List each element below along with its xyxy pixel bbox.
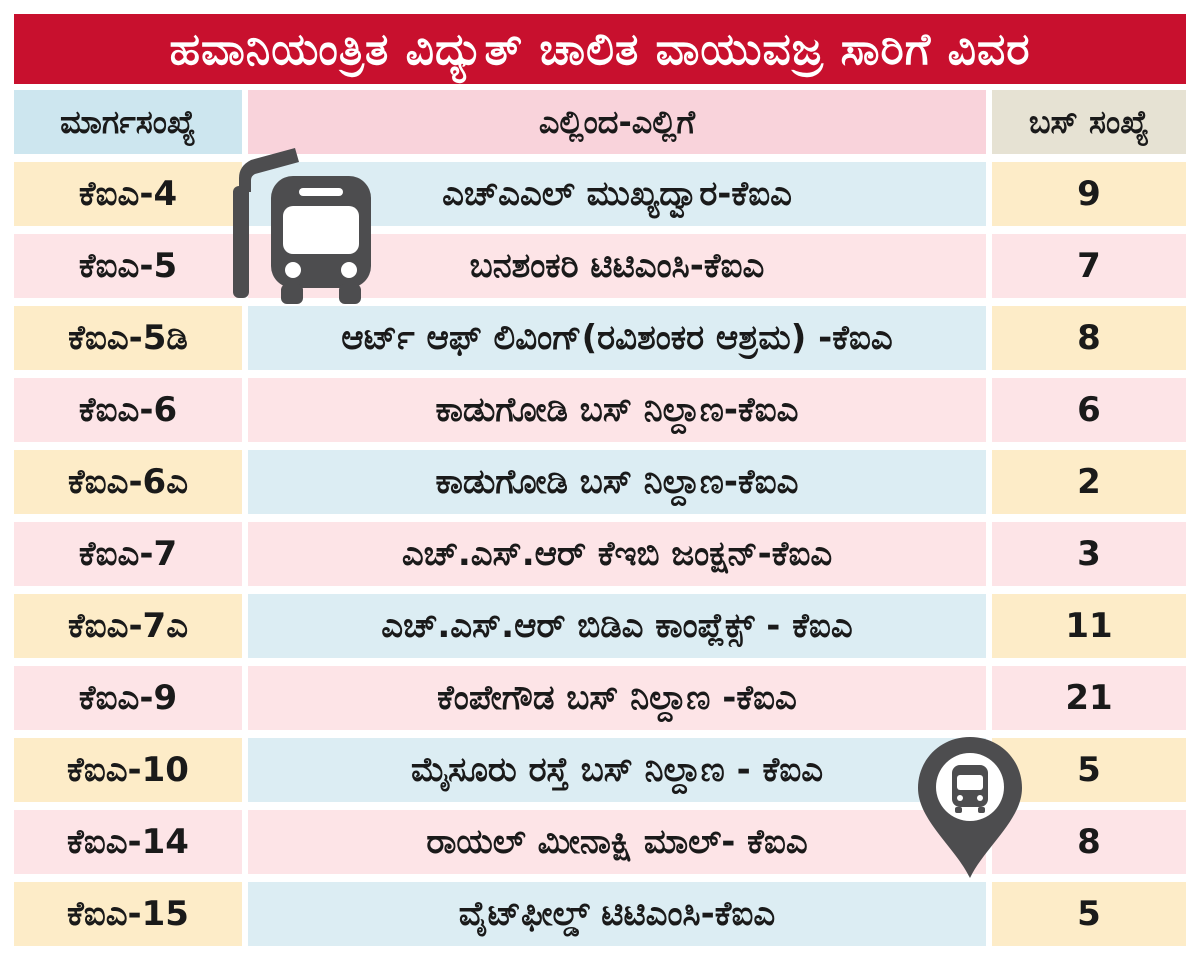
table-row: ಕೆಐಎ-5 ಬನಶಂಕರಿ ಟಿಟಿಎಂಸಿ-ಕೆಐಎ 7 [14,234,1186,298]
cell-bus-count: 5 [992,738,1186,802]
cell-bus-count: 21 [992,666,1186,730]
cell-bus-count: 8 [992,810,1186,874]
header-from-to: ಎಲ್ಲಿಂದ-ಎಲ್ಲಿಗೆ [248,90,986,154]
cell-from-to: ಕಾಡುಗೋಡಿ ಬಸ್ ನಿಲ್ದಾಣ-ಕೆಐಎ [248,450,986,514]
table-row: ಕೆಐಎ-7 ಎಚ್.ಎಸ್.ಆರ್ ಕೆಇಬಿ ಜಂಕ್ಷನ್-ಕೆಐಎ 3 [14,522,1186,586]
cell-route: ಕೆಐಎ-5 [14,234,242,298]
cell-route: ಕೆಐಎ-7ಎ [14,594,242,658]
cell-route: ಕೆಐಎ-4 [14,162,242,226]
cell-from-to: ಕೆಂಪೇಗೌಡ ಬಸ್ ನಿಲ್ದಾಣ -ಕೆಐಎ [248,666,986,730]
table-row: ಕೆಐಎ-10 ಮೈಸೂರು ರಸ್ತೆ ಬಸ್ ನಿಲ್ದಾಣ - ಕೆಐಎ 5 [14,738,1186,802]
table-row: ಕೆಐಎ-6ಎ ಕಾಡುಗೋಡಿ ಬಸ್ ನಿಲ್ದಾಣ-ಕೆಐಎ 2 [14,450,1186,514]
cell-bus-count: 6 [992,378,1186,442]
cell-from-to: ಆರ್ಟ್ ಆಫ್ ಲಿವಿಂಗ್(ರವಿಶಂಕರ ಆಶ್ರಮ) -ಕೆಐಎ [248,306,986,370]
cell-from-to: ಎಚ್.ಎಸ್.ಆರ್ ಬಿಡಿಎ ಕಾಂಪ್ಲೆಕ್ಸ್ - ಕೆಐಎ [248,594,986,658]
cell-bus-count: 11 [992,594,1186,658]
bus-stop-icon [233,148,371,304]
page-title: ಹವಾನಿಯಂತ್ರಿತ ವಿದ್ಯುತ್ ಚಾಲಿತ ವಾಯುವಜ್ರ ಸಾರ… [14,14,1186,84]
table-row: ಕೆಐಎ-7ಎ ಎಚ್.ಎಸ್.ಆರ್ ಬಿಡಿಎ ಕಾಂಪ್ಲೆಕ್ಸ್ - ಕ… [14,594,1186,658]
table-body: ಕೆಐಎ-4 ಎಚ್‌ಎಎಲ್ ಮುಖ್ಯದ್ವಾರ-ಕೆಐಎ 9 ಕೆಐಎ-5 ಬನಶ… [14,162,1186,946]
cell-bus-count: 8 [992,306,1186,370]
cell-bus-count: 5 [992,882,1186,946]
cell-route: ಕೆಐಎ-9 [14,666,242,730]
table-row: ಕೆಐಎ-14 ರಾಯಲ್ ಮೀನಾಕ್ಷಿ ಮಾಲ್- ಕೆಐಎ 8 [14,810,1186,874]
cell-from-to: ವೈಟ್‌ಫೀಲ್ಡ್ ಟಿಟಿಎಂಸಿ-ಕೆಐಎ [248,882,986,946]
cell-route: ಕೆಐಎ-7 [14,522,242,586]
cell-from-to: ರಾಯಲ್ ಮೀನಾಕ್ಷಿ ಮಾಲ್- ಕೆಐಎ [248,810,986,874]
cell-route: ಕೆಐಎ-6ಎ [14,450,242,514]
cell-bus-count: 3 [992,522,1186,586]
cell-route: ಕೆಐಎ-15 [14,882,242,946]
routes-table: ಮಾರ್ಗಸಂಖ್ಯೆ ಎಲ್ಲಿಂದ-ಎಲ್ಲಿಗೆ ಬಸ್ ಸಂಖ್ಯೆ ಕ… [14,90,1186,954]
table-row: ಕೆಐಎ-5ಡಿ ಆರ್ಟ್ ಆಫ್ ಲಿವಿಂಗ್(ರವಿಶಂಕರ ಆಶ್ರಮ)… [14,306,1186,370]
cell-route: ಕೆಐಎ-6 [14,378,242,442]
table-row: ಕೆಐಎ-15 ವೈಟ್‌ಫೀಲ್ಡ್ ಟಿಟಿಎಂಸಿ-ಕೆಐಎ 5 [14,882,1186,946]
table-header-row: ಮಾರ್ಗಸಂಖ್ಯೆ ಎಲ್ಲಿಂದ-ಎಲ್ಲಿಗೆ ಬಸ್ ಸಂಖ್ಯೆ [14,90,1186,154]
header-route: ಮಾರ್ಗಸಂಖ್ಯೆ [14,90,242,154]
cell-route: ಕೆಐಎ-14 [14,810,242,874]
cell-bus-count: 9 [992,162,1186,226]
cell-route: ಕೆಐಎ-10 [14,738,242,802]
bus-location-pin-icon [918,737,1022,878]
table-row: ಕೆಐಎ-6 ಕಾಡುಗೋಡಿ ಬಸ್ ನಿಲ್ದಾಣ-ಕೆಐಎ 6 [14,378,1186,442]
table-row: ಕೆಐಎ-4 ಎಚ್‌ಎಎಲ್ ಮುಖ್ಯದ್ವಾರ-ಕೆಐಎ 9 [14,162,1186,226]
cell-route: ಕೆಐಎ-5ಡಿ [14,306,242,370]
cell-from-to: ಎಚ್.ಎಸ್.ಆರ್ ಕೆಇಬಿ ಜಂಕ್ಷನ್-ಕೆಐಎ [248,522,986,586]
cell-bus-count: 2 [992,450,1186,514]
cell-bus-count: 7 [992,234,1186,298]
cell-from-to: ಮೈಸೂರು ರಸ್ತೆ ಬಸ್ ನಿಲ್ದಾಣ - ಕೆಐಎ [248,738,986,802]
header-bus-count: ಬಸ್ ಸಂಖ್ಯೆ [992,90,1186,154]
cell-from-to: ಕಾಡುಗೋಡಿ ಬಸ್ ನಿಲ್ದಾಣ-ಕೆಐಎ [248,378,986,442]
table-row: ಕೆಐಎ-9 ಕೆಂಪೇಗೌಡ ಬಸ್ ನಿಲ್ದಾಣ -ಕೆಐಎ 21 [14,666,1186,730]
